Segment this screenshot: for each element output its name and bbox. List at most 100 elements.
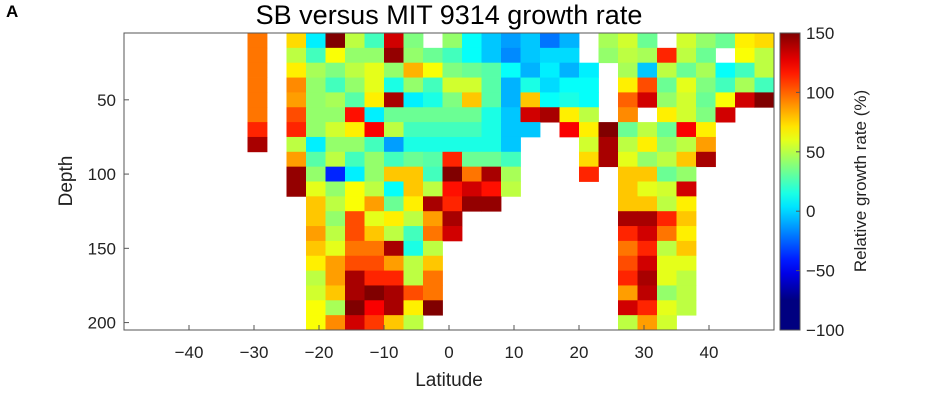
colorbar-label: Relative growth rate (%) [851, 90, 870, 272]
heatmap-cell [637, 226, 658, 242]
heatmap-cell [403, 270, 424, 286]
heatmap-cell [754, 62, 775, 78]
heatmap-cell [384, 136, 404, 153]
colorbar-tick-label: 150 [806, 24, 834, 43]
heatmap-cell [403, 47, 424, 64]
heatmap-cell [462, 151, 482, 168]
x-axis-label: Latitude [415, 370, 483, 391]
heatmap-cell [579, 62, 599, 78]
heatmap-cell [657, 136, 677, 153]
heatmap-cell [657, 255, 677, 271]
heatmap-cell [306, 285, 326, 301]
heatmap-cell [676, 77, 697, 93]
heatmap-cell [442, 77, 463, 93]
heatmap-cell [442, 92, 463, 108]
heatmap-cell [676, 255, 697, 271]
heatmap-cell [364, 255, 385, 271]
heatmap-cell [696, 122, 716, 138]
heatmap-cell [501, 92, 521, 108]
heatmap-cell [364, 226, 385, 242]
heatmap-cell [423, 255, 443, 271]
heatmap-cell [676, 226, 697, 242]
heatmap-cell [384, 255, 404, 271]
heatmap-cell [618, 240, 638, 257]
heatmap-cell [657, 285, 677, 301]
heatmap-cell [345, 300, 365, 316]
heatmap-cell [345, 107, 365, 123]
heatmap-cell [481, 166, 502, 182]
heatmap-cell [286, 33, 307, 49]
heatmap-cell [618, 151, 638, 168]
heatmap-cell [403, 107, 424, 123]
heatmap-cell [364, 196, 385, 212]
heatmap-cell [637, 270, 658, 286]
colorbar-tick-label: −100 [806, 321, 844, 340]
heatmap-cell [657, 151, 677, 168]
heatmap-cell [520, 107, 541, 123]
heatmap-cell [325, 211, 346, 227]
heatmap-cell [618, 211, 638, 227]
heatmap-cell [423, 136, 443, 153]
heatmap-cell [423, 240, 443, 257]
heatmap-cell [403, 166, 424, 182]
heatmap-cell [286, 92, 307, 108]
heatmap-cell [637, 300, 658, 316]
heatmap-cell [462, 107, 482, 123]
heatmap-cell [676, 62, 697, 78]
heatmap-cell [540, 33, 560, 49]
heatmap-cell [306, 107, 326, 123]
y-tick-label: 150 [88, 239, 116, 258]
heatmap-cell [715, 33, 736, 49]
heatmap-cell [325, 226, 346, 242]
heatmap-cell [442, 181, 463, 197]
heatmap-cell [384, 47, 404, 64]
heatmap-cell [345, 92, 365, 108]
heatmap-cell [462, 62, 482, 78]
heatmap-cell [735, 92, 755, 108]
heatmap-cell [286, 151, 307, 168]
heatmap-cell [325, 315, 346, 331]
heatmap-cell [754, 47, 775, 64]
heatmap-cell [657, 240, 677, 257]
heatmap-cell [345, 211, 365, 227]
heatmap-cell [384, 300, 404, 316]
heatmap-cell [481, 196, 502, 212]
heatmap-cell [364, 47, 385, 64]
heatmap-cell [364, 136, 385, 153]
heatmap-cell [579, 151, 599, 168]
heatmap-cell [403, 285, 424, 301]
heatmap-cell [345, 47, 365, 64]
heatmap-cell [325, 47, 346, 64]
heatmap-cell [754, 77, 775, 93]
heatmap-cell [384, 270, 404, 286]
heatmap-cell [735, 33, 755, 49]
chart-title: SB versus MIT 9314 growth rate [255, 0, 643, 30]
heatmap-cell [403, 92, 424, 108]
heatmap-cell [676, 47, 697, 64]
heatmap-cell [754, 33, 775, 49]
heatmap-cell [364, 77, 385, 93]
heatmap-cell [501, 181, 521, 197]
heatmap-cell [403, 300, 424, 316]
heatmap-cell [364, 151, 385, 168]
heatmap-cell [579, 92, 599, 108]
x-tick-label: 40 [700, 343, 719, 362]
heatmap-cell [657, 315, 677, 331]
heatmap-cell [364, 181, 385, 197]
heatmap-cell [364, 107, 385, 123]
y-axis-label: Depth [56, 156, 77, 207]
heatmap-cell [306, 255, 326, 271]
heatmap-cell [618, 181, 638, 197]
heatmap-cell [364, 240, 385, 257]
heatmap-cell [657, 166, 677, 182]
heatmap-cell [345, 122, 365, 138]
heatmap-cell [657, 181, 677, 197]
heatmap-cell [423, 47, 443, 64]
heatmap-cell [384, 166, 404, 182]
heatmap-cell [364, 270, 385, 286]
heatmap-cell [306, 211, 326, 227]
heatmap-cell [325, 122, 346, 138]
heatmap-cell [637, 315, 658, 331]
heatmap-cell [501, 166, 521, 182]
heatmap-cell [657, 270, 677, 286]
